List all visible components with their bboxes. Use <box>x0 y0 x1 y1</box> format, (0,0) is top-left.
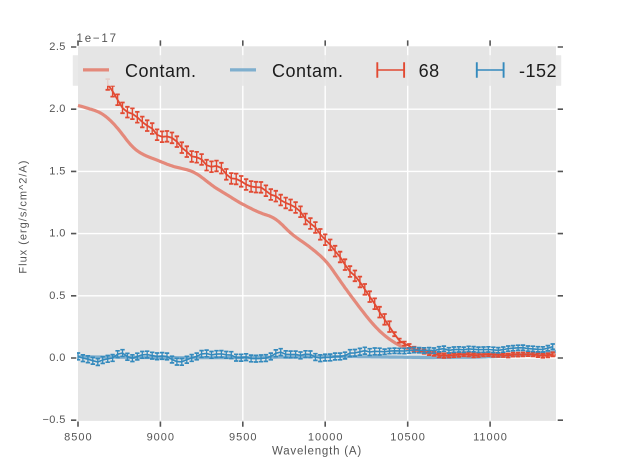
svg-text:9000: 9000 <box>147 431 175 443</box>
svg-text:2.0: 2.0 <box>49 103 66 115</box>
svg-text:10500: 10500 <box>390 431 426 443</box>
svg-text:9500: 9500 <box>229 431 257 443</box>
svg-text:Flux (erg/s/cm^2/A): Flux (erg/s/cm^2/A) <box>18 160 30 274</box>
svg-text:1.5: 1.5 <box>49 165 66 177</box>
svg-text:11000: 11000 <box>473 431 508 443</box>
svg-text:1.0: 1.0 <box>49 228 66 240</box>
svg-text:-152: -152 <box>519 61 557 81</box>
svg-text:0.0: 0.0 <box>49 352 66 364</box>
svg-text:Contam.: Contam. <box>125 61 197 81</box>
svg-text:−0.5: −0.5 <box>42 414 65 426</box>
svg-text:68: 68 <box>419 61 440 81</box>
svg-text:10000: 10000 <box>308 431 344 443</box>
svg-text:0.5: 0.5 <box>49 290 66 302</box>
svg-text:1e−17: 1e−17 <box>77 33 118 45</box>
svg-text:Contam.: Contam. <box>272 61 344 81</box>
svg-text:Wavelength (A): Wavelength (A) <box>272 446 362 458</box>
svg-text:2.5: 2.5 <box>49 41 66 53</box>
svg-text:8500: 8500 <box>64 431 92 443</box>
